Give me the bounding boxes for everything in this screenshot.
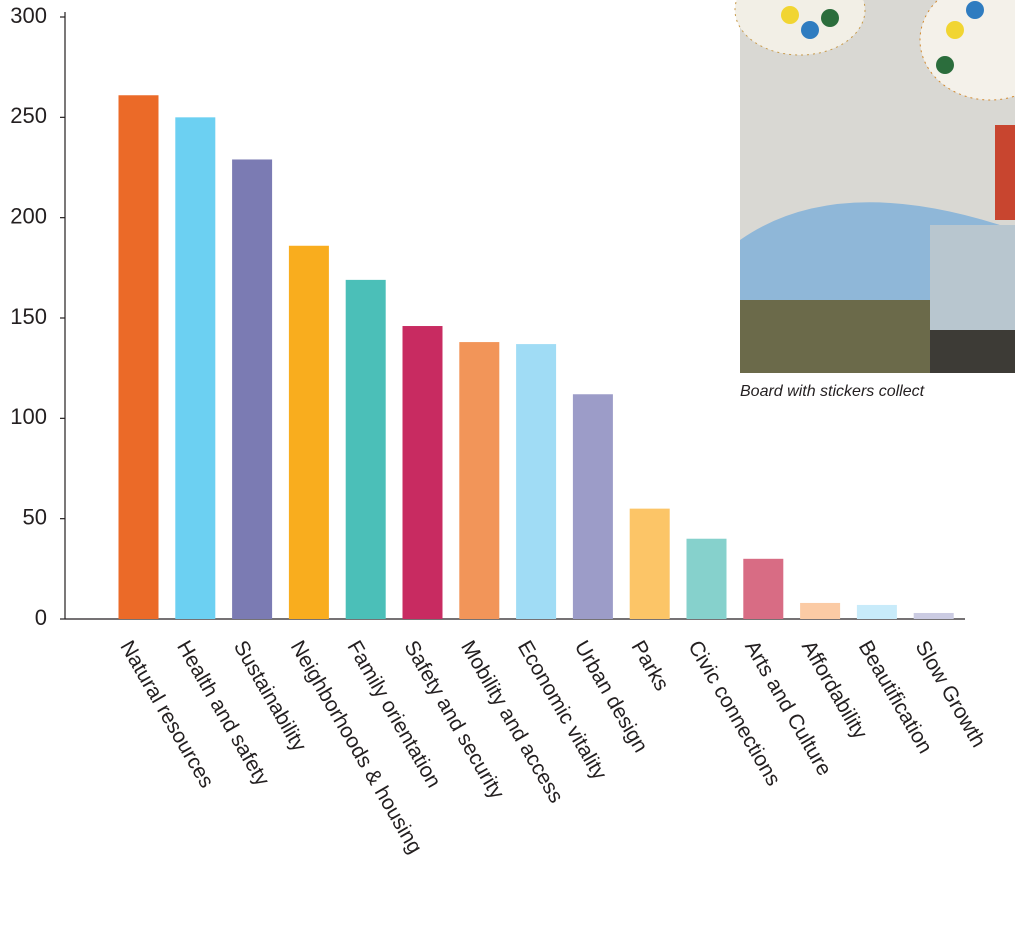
y-tick-label: 0: [35, 605, 47, 630]
bar: [856, 604, 897, 619]
sticker: [781, 6, 799, 24]
bar: [175, 117, 216, 619]
y-tick-label: 50: [23, 504, 47, 529]
sticker: [821, 9, 839, 27]
photo-caption: Board with stickers collect: [740, 383, 925, 400]
bar: [629, 508, 670, 619]
x-tick-label: Parks: [627, 637, 674, 695]
bar: [288, 245, 329, 619]
x-tick-label: Safety and security: [399, 637, 508, 804]
y-tick-label: 150: [10, 304, 47, 329]
x-tick-label: Mobility and access: [456, 637, 568, 807]
sticker: [966, 1, 984, 19]
sticker-circle: [919, 0, 1015, 101]
poster: [995, 125, 1015, 220]
bar: [402, 326, 443, 619]
bar: [913, 612, 954, 619]
bar: [516, 344, 557, 619]
y-tick-label: 250: [10, 103, 47, 128]
photo: [734, 0, 1015, 373]
bar: [800, 602, 841, 619]
bar: [118, 95, 159, 619]
y-tick-label: 100: [10, 404, 47, 429]
bar: [232, 159, 273, 619]
bar: [743, 558, 784, 619]
sticker: [946, 21, 964, 39]
crowd: [740, 300, 930, 373]
bar: [345, 279, 386, 619]
y-tick-label: 300: [10, 3, 47, 28]
y-tick-label: 200: [10, 203, 47, 228]
bar: [572, 394, 613, 619]
rocks: [930, 330, 1015, 373]
bar: [686, 538, 727, 619]
sticker: [936, 56, 954, 74]
bar: [459, 342, 500, 619]
sticker: [801, 21, 819, 39]
